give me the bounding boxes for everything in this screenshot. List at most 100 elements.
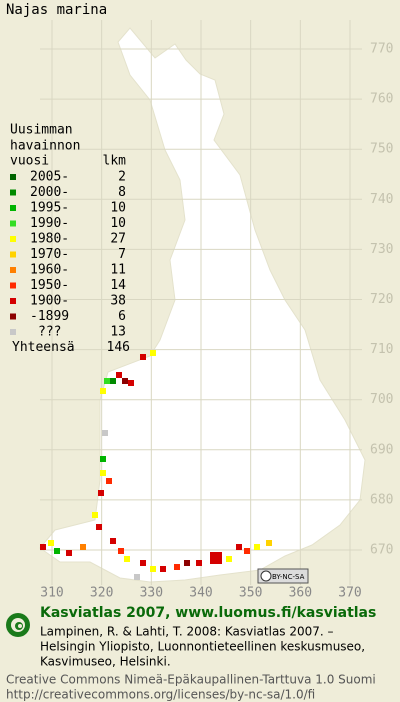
legend-count-header: lkm	[103, 154, 127, 169]
north-label: 700	[370, 392, 393, 407]
north-label: 710	[370, 342, 393, 357]
legend-count: 6	[118, 309, 126, 324]
occurrence	[160, 566, 166, 572]
occurrence	[116, 372, 122, 378]
legend-swatch	[10, 313, 16, 320]
legend-total-label: Yhteensä	[12, 340, 75, 355]
legend-label: 1970-	[30, 247, 69, 262]
occurrence	[184, 560, 190, 566]
legend-header: vuosi	[10, 154, 49, 169]
occurrence	[104, 378, 110, 384]
occurrence	[122, 378, 128, 384]
north-label: 690	[370, 442, 393, 457]
legend-label: 1990-	[30, 216, 69, 231]
badge-text: BY-NC-SA	[272, 573, 305, 581]
legend-count: 8	[118, 185, 126, 200]
occurrence	[140, 560, 146, 566]
east-label: 310	[40, 586, 63, 601]
map-title: Najas marina	[6, 2, 107, 18]
legend-total: 146	[107, 340, 130, 355]
citation: Kasvimuseo, Helsinki.	[40, 655, 171, 669]
legend-swatch	[10, 298, 16, 304]
legend-swatch	[10, 220, 16, 227]
cc-badge: BY-NC-SA	[257, 568, 309, 584]
legend-label: 1950-	[30, 278, 69, 293]
license: http://creativecommons.org/licenses/by-n…	[6, 688, 315, 702]
north-label: 720	[370, 292, 393, 307]
legend-count: 2	[118, 170, 126, 185]
legend-swatch	[10, 251, 16, 258]
occurrence	[196, 560, 202, 566]
occurrence	[150, 350, 156, 356]
legend-swatch	[10, 329, 16, 335]
occurrence	[236, 544, 242, 550]
occurrence	[100, 456, 106, 462]
legend-count: 7	[118, 247, 126, 262]
occurrence	[40, 544, 46, 550]
occurrence	[266, 540, 272, 546]
occurrence	[80, 544, 86, 550]
occurrence	[102, 430, 108, 436]
occurrence	[98, 490, 104, 496]
east-label: 350	[239, 586, 262, 601]
east-label: 330	[140, 586, 163, 601]
legend-label: 1980-	[30, 232, 69, 247]
occurrence	[124, 556, 130, 562]
legend-label: 2005-	[30, 170, 69, 185]
legend-label: 1900-	[30, 294, 69, 309]
east-label: 320	[90, 586, 113, 601]
north-label: 680	[370, 492, 393, 507]
grid	[40, 20, 362, 585]
legend-header: Uusimman	[10, 123, 73, 138]
legend-count: 14	[110, 278, 126, 293]
legend-label: ???	[38, 325, 61, 340]
legend-swatch	[10, 282, 16, 289]
occurrence	[110, 538, 116, 544]
occurrence	[140, 354, 146, 360]
citation: Helsingin Yliopisto, Luonnontieteellinen…	[40, 640, 365, 654]
legend-label: 1995-	[30, 201, 69, 216]
occurrence	[106, 478, 112, 484]
legend-header: havainnon	[10, 139, 80, 154]
north-label: 750	[370, 142, 393, 157]
legend-swatch	[10, 267, 16, 273]
east-label: 360	[289, 586, 312, 601]
legend-label: 1960-	[30, 263, 69, 278]
occurrence	[254, 544, 260, 550]
legend-swatch	[10, 174, 16, 180]
occurrence	[128, 380, 134, 386]
legend-label: 2000-	[30, 185, 69, 200]
occurrence	[110, 378, 116, 384]
occurrence	[174, 564, 180, 570]
legend-count: 13	[110, 325, 126, 340]
legend-swatch	[10, 236, 16, 242]
occurrence	[244, 548, 250, 554]
legend: 2005- 2 2000- 8 1995- 10 1990- 10 1980- 27 1970- 7 1…	[10, 170, 130, 355]
legend-count: 10	[110, 201, 126, 216]
east-label: 370	[338, 586, 361, 601]
east-label: 340	[189, 586, 212, 601]
north-label: 730	[370, 242, 393, 257]
legend-count: 27	[110, 232, 126, 247]
north-label: 760	[370, 92, 393, 107]
occurrence	[150, 566, 156, 572]
occurrence	[66, 550, 72, 556]
logo	[6, 613, 30, 637]
occurrence	[54, 548, 60, 554]
legend-count: 10	[110, 216, 126, 231]
license: Creative Commons Nimeä-Epäkaupallinen-Ta…	[6, 673, 376, 687]
occurrence	[134, 574, 140, 580]
north-label: 670	[370, 543, 393, 558]
north-label: 740	[370, 192, 393, 207]
footer-heading: Kasviatlas 2007, www.luomus.fi/kasviatla…	[40, 605, 376, 621]
occurrence	[226, 556, 232, 562]
legend-label: -1899	[30, 309, 69, 324]
citation: Lampinen, R. & Lahti, T. 2008: Kasviatla…	[40, 625, 334, 639]
occurrence	[118, 548, 124, 554]
legend-swatch	[10, 205, 16, 211]
occurrences	[40, 350, 272, 580]
occurrence	[100, 388, 106, 394]
legend-swatch	[10, 189, 16, 196]
occurrence	[48, 540, 54, 546]
